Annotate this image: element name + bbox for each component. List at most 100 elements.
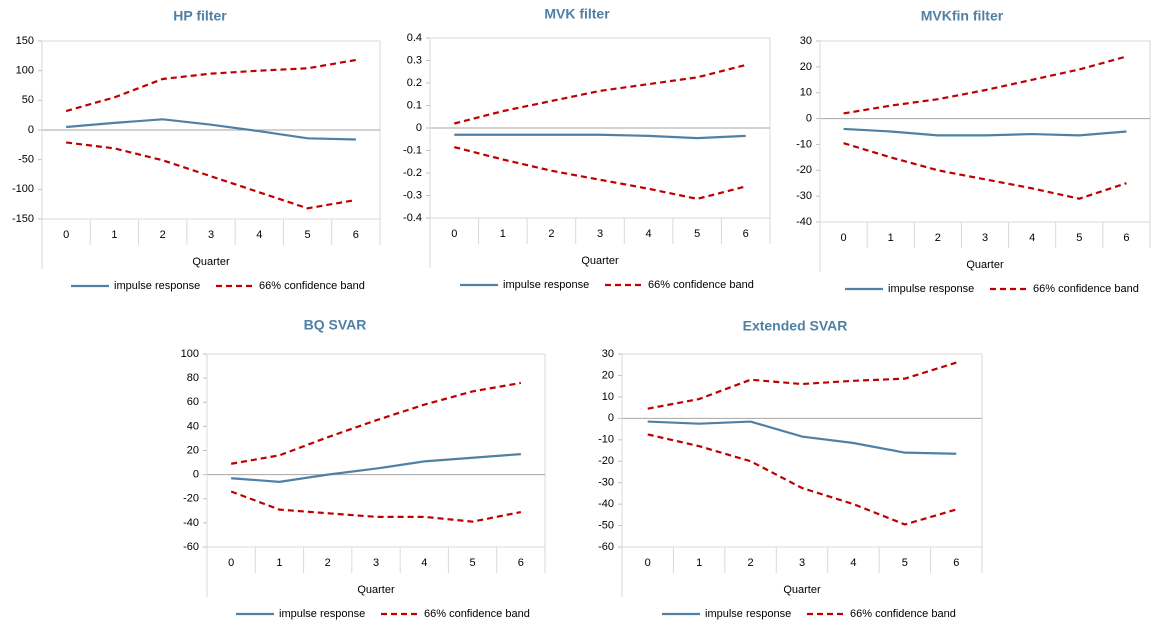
y-tick-label: 80 xyxy=(187,372,199,384)
y-tick-label: -10 xyxy=(796,138,812,150)
chart: Extended SVAR -60 -50 -40 -30 -20 -10 0 10 20 30 0 1… xyxy=(598,318,983,620)
y-tick-label: -10 xyxy=(598,434,614,446)
x-tick-label: 6 xyxy=(1123,232,1129,244)
x-tick-label: 4 xyxy=(256,229,262,241)
x-tick-label: 5 xyxy=(902,557,908,569)
series-line xyxy=(230,381,522,465)
y-tick-label: 0.3 xyxy=(407,54,422,66)
y-tick-label: 40 xyxy=(187,420,199,432)
series-line xyxy=(231,453,521,483)
x-tick-label: 2 xyxy=(935,232,941,244)
x-tick-label: 2 xyxy=(325,557,331,569)
y-tick-label: -60 xyxy=(598,541,614,553)
y-tick-label: -20 xyxy=(796,164,812,176)
x-tick-label: 0 xyxy=(841,232,847,244)
y-tick-label: 30 xyxy=(602,348,614,360)
chart-title: MVK filter xyxy=(544,6,610,22)
y-tick-label: -40 xyxy=(183,517,199,529)
x-tick-label: 1 xyxy=(888,232,894,244)
series-line xyxy=(647,361,957,410)
y-tick-label: -0.1 xyxy=(403,144,422,156)
x-tick-label: 5 xyxy=(305,229,311,241)
y-tick-label: 10 xyxy=(602,391,614,403)
y-tick-label: 100 xyxy=(16,65,34,77)
legend-label: 66% confidence band xyxy=(259,280,365,292)
y-tick-label: -20 xyxy=(598,455,614,467)
y-tick-label: 0 xyxy=(416,122,422,134)
y-tick-label: 0 xyxy=(28,124,34,136)
x-tick-label: 3 xyxy=(982,232,988,244)
x-tick-label: 4 xyxy=(421,557,427,569)
legend-label: impulse response xyxy=(705,608,791,620)
x-axis-label: Quarter xyxy=(357,584,395,596)
x-axis-label: Quarter xyxy=(783,584,821,596)
x-tick-label: 6 xyxy=(743,228,749,240)
x-tick-label: 6 xyxy=(953,557,959,569)
legend-label: 66% confidence band xyxy=(850,608,956,620)
y-tick-label: 150 xyxy=(16,35,34,47)
x-tick-label: 6 xyxy=(353,229,359,241)
series-line xyxy=(66,141,357,210)
y-tick-label: 30 xyxy=(800,35,812,47)
y-tick-label: 100 xyxy=(181,348,199,360)
x-tick-label: 4 xyxy=(646,228,652,240)
y-tick-label: -30 xyxy=(598,477,614,489)
series-line xyxy=(647,433,957,526)
y-tick-label: -60 xyxy=(183,541,199,553)
x-tick-label: 5 xyxy=(1076,232,1082,244)
y-tick-label: -100 xyxy=(12,183,34,195)
x-axis-label: Quarter xyxy=(966,259,1004,271)
y-tick-label: -30 xyxy=(796,190,812,202)
y-tick-label: -50 xyxy=(598,519,614,531)
x-tick-label: 2 xyxy=(748,557,754,569)
y-tick-label: -40 xyxy=(598,498,614,510)
x-tick-label: 5 xyxy=(470,557,476,569)
series-line xyxy=(843,55,1127,115)
y-tick-label: -0.2 xyxy=(403,167,422,179)
legend-label: impulse response xyxy=(114,280,200,292)
plot-border xyxy=(819,40,1151,223)
legend-label: impulse response xyxy=(888,283,974,295)
y-tick-label: -0.4 xyxy=(403,212,422,224)
series-line xyxy=(66,118,356,141)
chart-title: HP filter xyxy=(173,8,227,24)
chart: MVK filter -0.4 -0.3 -0.2 -0.1 0 0.1 0.2 0.3 0.4 0… xyxy=(403,6,771,291)
x-tick-label: 1 xyxy=(500,228,506,240)
y-tick-label: 20 xyxy=(800,61,812,73)
x-tick-label: 0 xyxy=(228,557,234,569)
x-tick-label: 3 xyxy=(373,557,379,569)
x-tick-label: 4 xyxy=(1029,232,1035,244)
y-tick-label: 50 xyxy=(22,94,34,106)
y-tick-label: 10 xyxy=(800,87,812,99)
y-tick-label: 0 xyxy=(608,412,614,424)
series-line xyxy=(647,420,957,455)
y-tick-label: 0.4 xyxy=(407,32,422,44)
series-line xyxy=(230,490,522,523)
series-line xyxy=(65,58,357,113)
x-tick-label: 0 xyxy=(451,228,457,240)
legend-label: 66% confidence band xyxy=(648,279,754,291)
x-tick-label: 3 xyxy=(799,557,805,569)
chart: MVKfin filter -40 -30 -20 -10 0 10 20 30 0 1 2 3 4 5 6 Q… xyxy=(796,8,1151,295)
x-tick-label: 2 xyxy=(548,228,554,240)
legend-label: 66% confidence band xyxy=(1033,283,1139,295)
x-tick-label: 4 xyxy=(850,557,856,569)
x-axis-label: Quarter xyxy=(581,255,619,267)
legend-label: 66% confidence band xyxy=(424,608,530,620)
x-tick-label: 6 xyxy=(518,557,524,569)
series-line xyxy=(454,146,746,201)
y-tick-label: 20 xyxy=(187,444,199,456)
y-tick-label: -0.3 xyxy=(403,189,422,201)
x-tick-label: 2 xyxy=(160,229,166,241)
plot-border xyxy=(206,353,546,548)
chart-title: MVKfin filter xyxy=(921,8,1004,24)
legend-label: impulse response xyxy=(503,279,589,291)
x-tick-label: 0 xyxy=(645,557,651,569)
chart-title: BQ SVAR xyxy=(304,317,367,333)
legend-label: impulse response xyxy=(279,608,365,620)
series-line xyxy=(454,63,746,125)
y-tick-label: 20 xyxy=(602,369,614,381)
x-axis-label: Quarter xyxy=(192,256,230,268)
y-tick-label: -20 xyxy=(183,493,199,505)
